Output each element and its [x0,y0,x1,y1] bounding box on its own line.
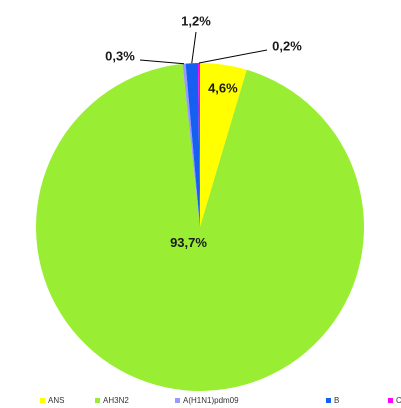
legend-label: C [396,396,401,405]
leader-line [139,59,185,65]
slice-label: 1,2% [181,13,211,28]
legend-label: AH3N2 [103,396,129,405]
slice-label: 4,6% [208,81,238,96]
slice-label: 93,7% [170,235,207,250]
pie-slice [35,63,365,392]
pie-slice [182,63,200,227]
pie-slice [200,63,247,227]
slice-label: 0,2% [272,38,302,53]
slice-label: 0,3% [105,48,135,63]
pie-slice [197,63,200,227]
legend-swatch [175,398,180,403]
leader-line [191,31,197,64]
legend-label: A(H1N1)pdm09 [183,396,239,405]
legend-label: ANS [48,396,64,405]
legend-label: B [334,396,339,405]
legend-swatch [388,398,393,403]
legend-swatch [326,398,331,403]
legend-swatch [95,398,100,403]
leader-line [198,49,268,64]
pie-slice [185,63,200,228]
legend-swatch [40,398,45,403]
